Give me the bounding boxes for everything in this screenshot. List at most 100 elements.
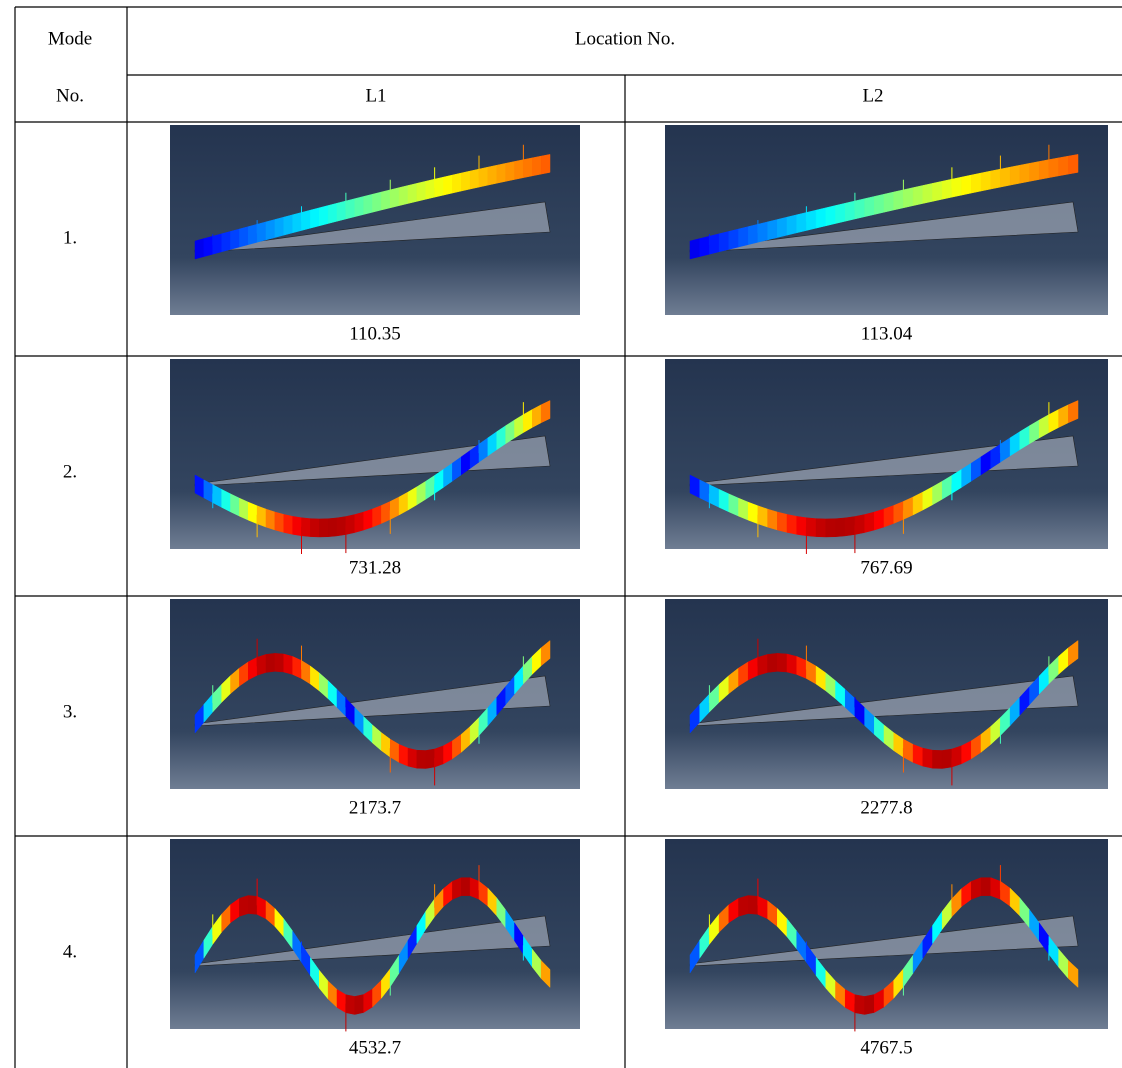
- deformed-segment: [894, 501, 904, 523]
- deformed-segment: [266, 220, 275, 240]
- deformed-segment: [479, 167, 488, 187]
- deformed-segment: [1059, 156, 1069, 176]
- deformed-segment: [758, 222, 768, 242]
- deformed-segment: [470, 878, 479, 900]
- deformed-segment: [933, 750, 943, 768]
- deformed-segment: [787, 514, 797, 534]
- deformed-segment: [855, 995, 865, 1015]
- frequency-value: 4767.5: [860, 1037, 912, 1058]
- deformed-segment: [461, 878, 470, 896]
- deformed-segment: [991, 878, 1001, 900]
- deformed-segment: [302, 210, 311, 230]
- mode-shape-image: 113.04: [665, 125, 1108, 344]
- mode-shape-image: 2173.7: [170, 599, 580, 818]
- deformed-segment: [855, 515, 865, 535]
- deformed-segment: [444, 175, 453, 195]
- deformed-segment: [777, 217, 787, 237]
- deformed-segment: [381, 190, 390, 210]
- deformed-segment: [797, 656, 807, 678]
- deformed-segment: [855, 199, 865, 219]
- header-location: Location No.: [575, 28, 675, 49]
- deformed-segment: [293, 656, 302, 678]
- deformed-segment: [426, 179, 435, 199]
- deformed-segment: [248, 224, 257, 244]
- deformed-segment: [293, 212, 302, 232]
- deformed-segment: [748, 502, 758, 524]
- deformed-segment: [257, 654, 266, 675]
- deformed-segment: [346, 995, 355, 1015]
- deformed-segment: [435, 746, 444, 767]
- deformed-segment: [884, 505, 894, 527]
- deformed-segment: [903, 188, 913, 208]
- deformed-segment: [845, 517, 855, 536]
- deformed-segment: [204, 236, 213, 256]
- header-column: L2: [862, 85, 883, 106]
- deformed-segment: [399, 185, 408, 205]
- deformed-segment: [346, 515, 355, 535]
- deformed-segment: [417, 181, 426, 201]
- deformed-segment: [1030, 161, 1040, 181]
- deformed-segment: [952, 177, 962, 197]
- deformed-segment: [452, 173, 461, 193]
- deformed-segment: [971, 878, 981, 900]
- table: Mode No. Location No. L1 L2 1.110.35113.…: [0, 0, 1122, 1068]
- deformed-segment: [845, 201, 855, 221]
- deformed-segment: [758, 654, 768, 675]
- deformed-segment: [758, 506, 768, 527]
- deformed-segment: [328, 203, 337, 223]
- deformed-segment: [319, 519, 328, 537]
- deformed-segment: [865, 995, 875, 1015]
- deformed-segment: [768, 220, 778, 240]
- deformed-segment: [894, 190, 904, 210]
- deformed-segment: [768, 509, 778, 530]
- deformed-segment: [275, 653, 284, 672]
- deformed-segment: [390, 188, 399, 208]
- deformed-segment: [532, 156, 541, 176]
- deformed-segment: [310, 519, 319, 537]
- deformed-segment: [923, 748, 933, 768]
- deformed-segment: [1010, 165, 1020, 185]
- deformed-segment: [777, 512, 787, 532]
- mode-shape-image: 4532.7: [170, 839, 580, 1058]
- mode-shape-image: 4767.5: [665, 839, 1108, 1058]
- deformed-segment: [981, 171, 991, 191]
- deformed-segment: [337, 201, 346, 221]
- deformed-segment: [523, 158, 532, 178]
- deformed-segment: [806, 518, 816, 537]
- mode-shape-image: 731.28: [170, 359, 580, 578]
- deformed-segment: [248, 502, 257, 524]
- deformed-segment: [690, 239, 700, 259]
- deformed-segment: [506, 161, 515, 181]
- deformed-segment: [408, 183, 417, 203]
- deformed-segment: [836, 203, 846, 223]
- deformed-segment: [381, 501, 390, 523]
- deformed-segment: [739, 227, 749, 247]
- deformed-segment: [293, 516, 302, 535]
- deformed-segment: [913, 185, 923, 205]
- deformed-segment: [257, 222, 266, 242]
- deformed-segment: [417, 750, 426, 768]
- deformed-segment: [1068, 154, 1078, 174]
- mode-shape-image: 110.35: [170, 125, 580, 344]
- deformed-segment: [739, 498, 749, 520]
- deformed-segment: [1039, 160, 1049, 180]
- deformed-segment: [981, 878, 991, 896]
- deformed-segment: [709, 234, 719, 254]
- mode-number: 2.: [63, 461, 77, 482]
- deformed-segment: [435, 177, 444, 197]
- deformed-segment: [284, 514, 293, 534]
- deformed-segment: [806, 210, 816, 230]
- deformed-segment: [275, 512, 284, 532]
- deformed-segment: [962, 175, 972, 195]
- frequency-value: 767.69: [860, 557, 912, 578]
- deformed-segment: [239, 227, 248, 247]
- deformed-segment: [748, 224, 758, 244]
- deformed-segment: [777, 653, 787, 672]
- deformed-segment: [355, 512, 364, 533]
- deformed-segment: [461, 171, 470, 191]
- deformed-segment: [213, 234, 222, 254]
- deformed-segment: [373, 505, 382, 527]
- deformed-segment: [971, 173, 981, 193]
- deformed-segment: [933, 181, 943, 201]
- deformed-segment: [284, 215, 293, 235]
